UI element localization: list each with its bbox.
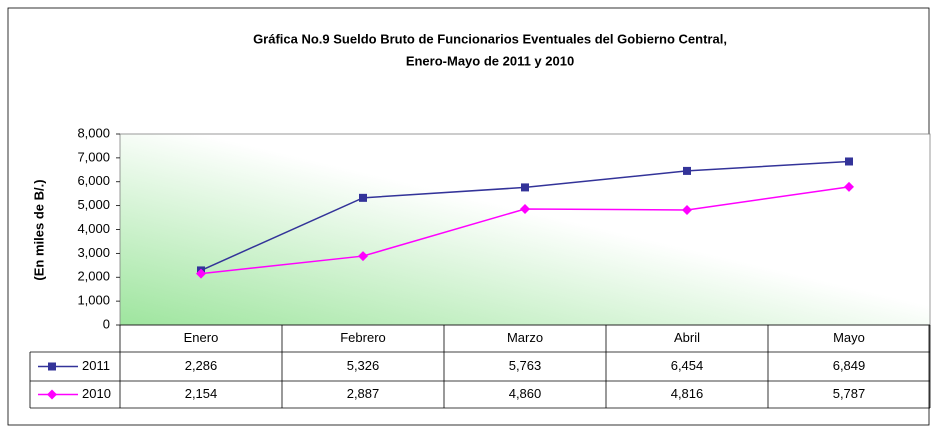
table-value: 2,154	[185, 386, 218, 401]
y-tick-label: 8,000	[77, 125, 110, 140]
y-tick-label: 6,000	[77, 173, 110, 188]
marker	[683, 166, 691, 175]
chart-subtitle: Enero-Mayo de 2011 y 2010	[406, 53, 574, 68]
table-value: 2,286	[185, 358, 218, 373]
table-value: 5,763	[509, 358, 542, 373]
marker	[520, 203, 530, 214]
table-value: 5,326	[347, 358, 380, 373]
table-value: 6,849	[833, 358, 866, 373]
marker	[358, 251, 368, 262]
marker	[521, 183, 529, 192]
x-tick-label: Marzo	[507, 330, 543, 345]
table-value: 5,787	[833, 386, 866, 401]
legend-marker	[48, 362, 56, 371]
legend-marker	[47, 389, 57, 400]
marker	[844, 181, 854, 192]
y-tick-label: 7,000	[77, 149, 110, 164]
y-axis-title: (En miles de B/.)	[31, 179, 46, 280]
x-tick-label: Febrero	[340, 330, 386, 345]
y-tick-label: 4,000	[77, 221, 110, 236]
y-tick-label: 3,000	[77, 245, 110, 260]
marker	[196, 268, 206, 279]
x-tick-label: Abril	[674, 330, 700, 345]
marker	[845, 157, 853, 166]
plot-area	[119, 133, 931, 326]
y-tick-label: 2,000	[77, 269, 110, 284]
marker	[359, 193, 367, 202]
chart-title: Gráfica No.9 Sueldo Bruto de Funcionario…	[253, 31, 727, 46]
table-value: 4,860	[509, 386, 542, 401]
y-tick-label: 5,000	[77, 197, 110, 212]
table-value: 2,887	[347, 386, 380, 401]
x-tick-label: Enero	[184, 330, 219, 345]
x-tick-label: Mayo	[833, 330, 865, 345]
marker	[682, 205, 692, 216]
table-value: 4,816	[671, 386, 704, 401]
y-tick-label: 0	[103, 316, 110, 331]
legend-label: 2010	[82, 386, 111, 401]
y-tick-label: 1,000	[77, 293, 110, 308]
table-value: 6,454	[671, 358, 704, 373]
legend-label: 2011	[82, 358, 110, 373]
